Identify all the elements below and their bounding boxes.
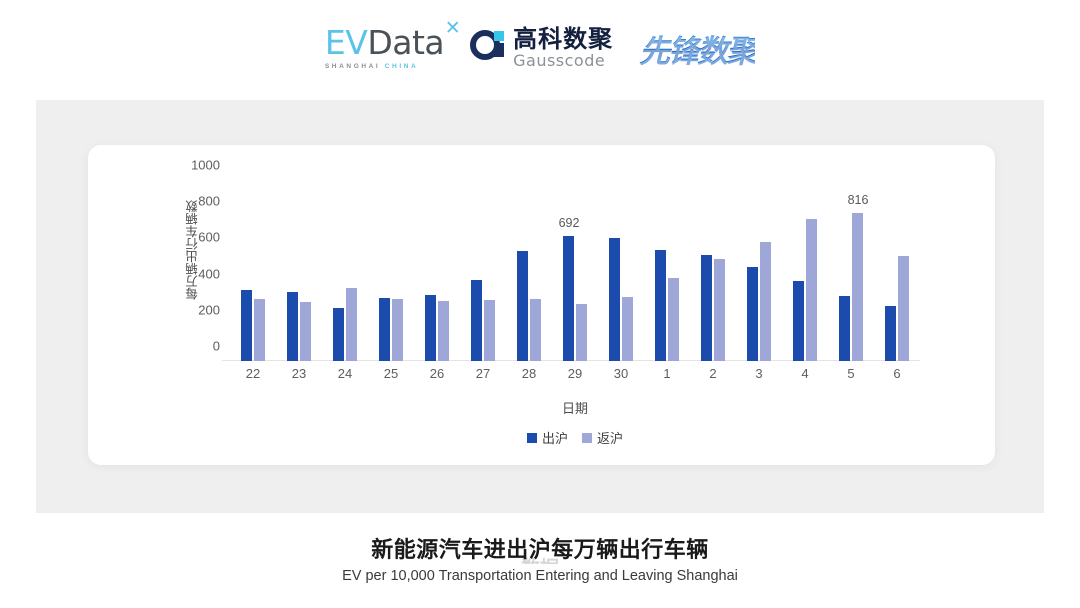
x-axis-tick: 23 <box>291 366 307 381</box>
y-axis-tick: 0 <box>212 338 220 354</box>
bar-group <box>506 180 552 361</box>
bar-value-label: 692 <box>558 215 580 230</box>
x-axis-tick: 3 <box>755 366 763 381</box>
bar-chuhu[interactable] <box>793 280 804 361</box>
bar-group <box>322 180 368 361</box>
footer-title: 新能源汽车进出沪每万辆出行车辆 <box>371 538 709 563</box>
logo-bar: EVData ✕ SHANGHAI CHINA 高科数聚 Gausscode 先锋… <box>0 0 1080 96</box>
y-axis-title: 每万辆出行车辆数 <box>185 200 200 300</box>
y-axis-tick: 800 <box>198 193 220 209</box>
bar-chuhu[interactable] <box>885 305 896 361</box>
x-axis-tick: 5 <box>847 366 855 381</box>
y-axis-tick: 1000 <box>191 157 220 173</box>
xianfeng-logo: 先锋数聚 <box>639 26 757 71</box>
x-axis-tick: 27 <box>475 366 491 381</box>
legend-item-fanhu[interactable]: 返沪 <box>582 428 623 447</box>
bar-chuhu[interactable] <box>517 251 528 361</box>
bar-chuhu[interactable] <box>563 235 574 361</box>
bar-chuhu[interactable] <box>425 294 436 361</box>
bar-group <box>276 180 322 361</box>
bar-group <box>414 180 460 361</box>
footer-subtitle: EV per 10,000 Transportation Entering an… <box>342 568 738 584</box>
bar-fanhu[interactable] <box>622 296 633 361</box>
bar-fanhu[interactable] <box>346 287 357 361</box>
plot-area: 0 200 400 600 800 1000 22 23 24 25 26 27 28 692 29 30 1 2… <box>191 158 920 381</box>
bar-group: 692 <box>552 180 598 361</box>
evdata-logo: EVData ✕ SHANGHAI CHINA <box>324 18 461 71</box>
bar-chuhu[interactable] <box>701 255 712 361</box>
bar-chuhu[interactable] <box>609 238 620 361</box>
y-axis-tick: 400 <box>198 266 220 282</box>
bar-group <box>736 180 782 361</box>
bar-fanhu[interactable] <box>484 300 495 361</box>
x-axis-tick: 4 <box>801 366 809 381</box>
bar-chuhu[interactable] <box>287 291 298 361</box>
evdata-wordmark: EVData ✕ <box>324 18 461 62</box>
bar-group <box>690 180 736 361</box>
bar-chuhu[interactable] <box>379 298 390 361</box>
y-axis-tick: 600 <box>198 229 220 245</box>
legend-label: 出沪 <box>541 432 568 447</box>
bar-group <box>644 180 690 361</box>
bar-group <box>230 180 276 361</box>
gausscode-logo: 高科数聚 Gausscode <box>470 27 613 69</box>
x-axis-tick: 26 <box>429 366 445 381</box>
legend-swatch-icon <box>582 432 592 443</box>
bar-group <box>460 180 506 361</box>
x-axis-tick: 22 <box>245 366 261 381</box>
chart-legend: 出沪 返沪 <box>230 428 920 447</box>
bar-fanhu[interactable] <box>576 303 587 361</box>
bar-fanhu[interactable] <box>300 302 311 361</box>
x-axis-tick: 6 <box>893 366 901 381</box>
bar-fanhu[interactable] <box>530 299 541 361</box>
x-axis-tick: 30 <box>613 366 629 381</box>
bar-chuhu[interactable] <box>241 289 252 361</box>
gausscode-english-text: Gausscode <box>513 51 606 70</box>
evdata-tagline: SHANGHAI CHINA <box>324 62 419 71</box>
bar-fanhu[interactable] <box>714 258 725 361</box>
g-circle-icon <box>470 30 506 66</box>
evdata-ev-text: EV <box>324 22 368 62</box>
x-axis-tick: 28 <box>521 366 537 381</box>
bar-value-label: 816 <box>847 193 869 208</box>
bar-fanhu[interactable] <box>852 213 863 361</box>
x-axis-tick: 1 <box>663 366 671 381</box>
bar-group <box>874 180 920 361</box>
x-axis-title: 日期 <box>561 402 588 417</box>
x-mark-icon: ✕ <box>444 16 461 39</box>
legend-item-chuhu[interactable]: 出沪 <box>526 428 568 447</box>
x-axis-tick: 2 <box>709 366 717 381</box>
bar-fanhu[interactable] <box>898 256 909 361</box>
y-axis-tick: 200 <box>198 302 220 318</box>
evdata-data-text: Data <box>367 22 445 62</box>
gausscode-chinese-text: 高科数聚 <box>513 25 614 53</box>
x-axis-tick: 24 <box>337 366 353 381</box>
bar-group: 816 <box>828 180 874 361</box>
bar-fanhu[interactable] <box>392 298 403 361</box>
bar-chuhu[interactable] <box>839 295 850 361</box>
x-axis-tick: 29 <box>567 366 583 381</box>
legend-swatch-icon <box>526 432 537 443</box>
legend-label: 返沪 <box>597 432 624 447</box>
bar-fanhu[interactable] <box>760 241 771 361</box>
x-axis-tick: 25 <box>383 366 399 381</box>
bar-fanhu[interactable] <box>668 278 679 361</box>
bar-group <box>368 180 414 361</box>
evdata-country-text: CHINA <box>384 62 419 70</box>
evdata-city-text: SHANGHAI <box>324 62 381 70</box>
bar-fanhu[interactable] <box>254 298 265 361</box>
bar-fanhu[interactable] <box>806 219 817 361</box>
bar-group <box>598 180 644 361</box>
bar-fanhu[interactable] <box>438 300 449 361</box>
bar-chuhu[interactable] <box>333 307 344 361</box>
bar-chuhu[interactable] <box>471 279 482 361</box>
bar-chuhu[interactable] <box>655 250 666 361</box>
bar-group <box>782 180 828 361</box>
bar-chuhu[interactable] <box>747 267 758 361</box>
